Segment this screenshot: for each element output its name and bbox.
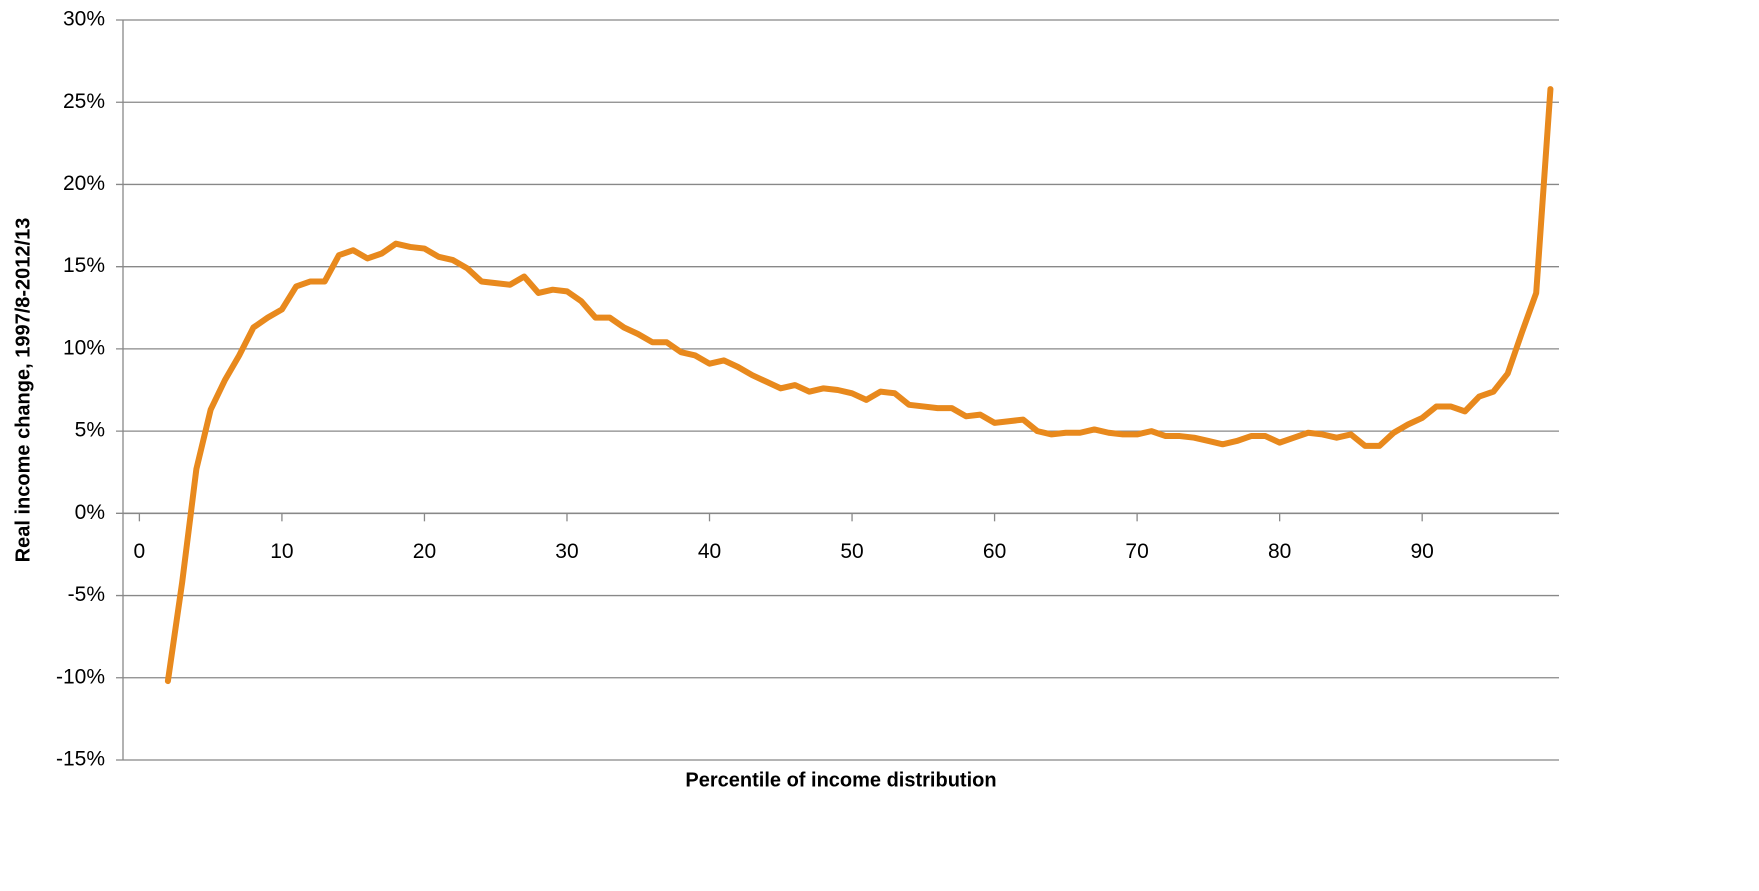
x-axis-title: Percentile of income distribution xyxy=(685,769,996,791)
y-tick-label: -5% xyxy=(68,583,105,606)
y-tick-label: 30% xyxy=(63,8,105,31)
y-tick-label: -10% xyxy=(56,665,105,688)
x-tick-label: 20 xyxy=(413,540,436,563)
x-tick-label: 0 xyxy=(134,540,146,563)
y-tick-label: 0% xyxy=(75,501,105,524)
x-tick-label: 80 xyxy=(1268,540,1291,563)
x-tick-label: 30 xyxy=(555,540,578,563)
data-line xyxy=(164,86,1554,685)
y-tick-label: 20% xyxy=(63,172,105,195)
x-tick-label: 40 xyxy=(698,540,721,563)
x-tick-label: 50 xyxy=(840,540,863,563)
y-tick-label: 25% xyxy=(63,90,105,113)
x-tick-label: 70 xyxy=(1125,540,1148,563)
x-tick-label: 90 xyxy=(1410,540,1433,563)
y-tick-label: 5% xyxy=(75,419,105,442)
x-tick-label: 10 xyxy=(270,540,293,563)
y-tick-label: 10% xyxy=(63,336,105,359)
y-tick-label: 15% xyxy=(63,254,105,277)
x-tick-label: 60 xyxy=(983,540,1006,563)
y-axis-title: Real income change, 1997/8-2012/13 xyxy=(12,218,34,563)
y-tick-label: -15% xyxy=(56,748,105,771)
